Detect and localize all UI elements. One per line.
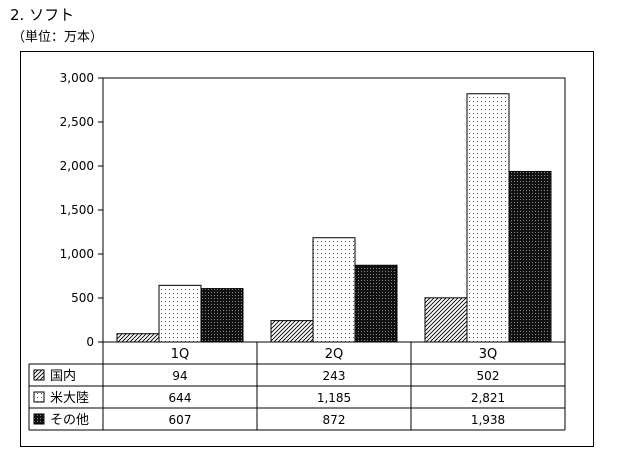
legend-swatch (33, 369, 45, 381)
bar-2Q-3 (354, 264, 398, 343)
data-cell: 644 (169, 391, 192, 405)
legend-swatch (33, 413, 45, 425)
unit-note: （単位：万本） (12, 30, 104, 45)
data-cell: 1,938 (471, 413, 505, 427)
bar-3Q-2 (466, 93, 510, 343)
bar-1Q-3 (200, 288, 244, 343)
data-cell: 2,821 (471, 391, 505, 405)
data-cell: 1,185 (317, 391, 351, 405)
y-tick-label: 3,000 (60, 71, 94, 85)
series-name: その他 (50, 413, 89, 428)
bar-1Q-2 (158, 284, 202, 343)
category-label: 3Q (479, 347, 498, 362)
data-cell: 94 (172, 369, 187, 383)
y-tick-label: 0 (86, 335, 94, 349)
bar-2Q-1 (270, 320, 314, 343)
data-cell: 872 (323, 413, 346, 427)
y-tick-label: 2,500 (60, 115, 94, 129)
y-tick-label: 1,500 (60, 203, 94, 217)
y-tick-label: 2,000 (60, 159, 94, 173)
bar-2Q-2 (312, 237, 356, 343)
y-tick-label: 500 (71, 291, 94, 305)
chart-frame (20, 51, 594, 447)
series-name: 米大陸 (50, 390, 89, 406)
category-label: 2Q (325, 347, 344, 362)
legend-swatch (33, 391, 45, 403)
bar-3Q-3 (508, 170, 552, 343)
section-heading: 2. ソフト (10, 6, 75, 24)
bar-3Q-1 (424, 297, 468, 343)
series-name: 国内 (50, 368, 76, 384)
category-label: 1Q (171, 347, 190, 362)
data-cell: 243 (323, 369, 346, 383)
data-cell: 502 (477, 369, 500, 383)
data-cell: 607 (169, 413, 192, 427)
bar-1Q-1 (116, 333, 160, 343)
y-tick-label: 1,000 (60, 247, 94, 261)
